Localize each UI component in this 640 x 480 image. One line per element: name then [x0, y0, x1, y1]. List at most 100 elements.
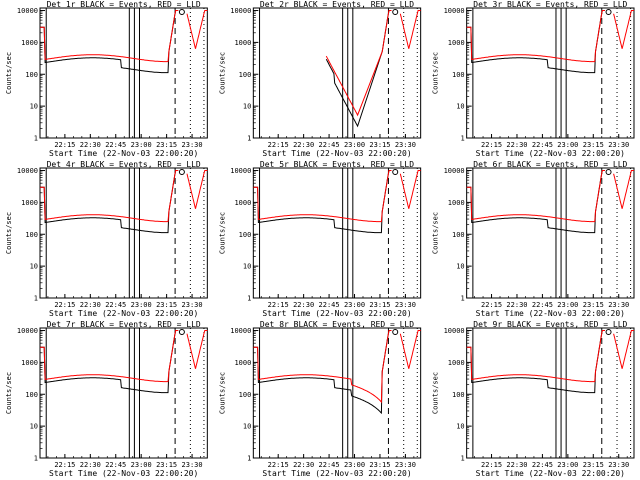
panel-9: Det 9r BLACK = Events, RED = LLD 1 10 100 10…	[432, 320, 635, 478]
x-tick-label: 23:30	[608, 141, 629, 149]
x-tick-label: 22:45	[105, 141, 126, 149]
x-tick-label: 22:30	[80, 141, 101, 149]
panel-title: Det 2r BLACK = Events, RED = LLD	[260, 0, 414, 9]
y-tick-label: 1000	[21, 39, 38, 47]
lld-curve	[40, 10, 179, 63]
y-axis-label: Counts/sec	[432, 372, 440, 414]
x-tick-label: 22:30	[506, 301, 527, 309]
y-tick-label: 1	[460, 295, 464, 303]
x-tick-label: 23:00	[131, 461, 152, 469]
panel-2: Det 2r BLACK = Events, RED = LLD 1 10 100 10…	[218, 0, 422, 158]
x-tick-label: 23:00	[131, 301, 152, 309]
panel-title: Det 5r BLACK = Events, RED = LLD	[260, 160, 414, 169]
plot-frame	[466, 7, 635, 139]
x-tick-label: 23:30	[182, 141, 203, 149]
x-tick-label: 23:15	[583, 141, 604, 149]
y-axis-label: Counts/sec	[218, 52, 226, 94]
x-tick-label: 23:15	[583, 461, 604, 469]
y-axis-label: Counts/sec	[5, 212, 13, 254]
plot-frame	[466, 167, 635, 299]
events-curve	[466, 330, 605, 394]
x-tick-label: 23:15	[369, 141, 390, 149]
x-tick-label: 23:00	[557, 461, 578, 469]
y-tick-label: 100	[25, 71, 38, 79]
x-tick-label: 23:00	[557, 301, 578, 309]
x-tick-label: 23:00	[344, 141, 365, 149]
x-axis-label: Start Time (22-Nov-03 22:00:20)	[476, 149, 625, 158]
lld-curve	[40, 170, 179, 223]
events-curve	[40, 330, 179, 394]
x-axis-label: Start Time (22-Nov-03 22:00:20)	[49, 469, 198, 478]
x-tick-label: 22:30	[80, 301, 101, 309]
x-tick-label: 22:45	[319, 461, 340, 469]
y-tick-label: 10	[456, 103, 464, 111]
x-axis-label: Start Time (22-Nov-03 22:00:20)	[262, 309, 411, 318]
x-tick-label: 22:45	[532, 461, 553, 469]
y-axis-label: Counts/sec	[218, 212, 226, 254]
y-axis-label: Counts/sec	[432, 52, 440, 94]
saturation-marker	[392, 168, 399, 175]
x-tick-label: 22:30	[506, 461, 527, 469]
y-tick-label: 10000	[230, 7, 251, 15]
saturation-marker	[178, 168, 185, 175]
panel-title: Det 3r BLACK = Events, RED = LLD	[473, 0, 627, 9]
y-tick-label: 1	[34, 295, 38, 303]
saturation-marker	[605, 168, 612, 175]
x-tick-label: 22:15	[481, 301, 502, 309]
x-tick-label: 23:15	[156, 301, 177, 309]
x-tick-label: 23:15	[583, 301, 604, 309]
y-tick-label: 10000	[444, 167, 465, 175]
y-tick-label: 10	[243, 103, 251, 111]
x-tick-label: 22:30	[293, 301, 314, 309]
lld-dip	[399, 10, 421, 49]
x-tick-label: 22:15	[54, 301, 75, 309]
panel-8: Det 8r BLACK = Events, RED = LLD 1 10 100 10…	[218, 320, 422, 478]
x-tick-label: 22:30	[80, 461, 101, 469]
x-tick-label: 23:30	[395, 301, 416, 309]
y-tick-label: 10000	[230, 167, 251, 175]
x-axis-label: Start Time (22-Nov-03 22:00:20)	[476, 309, 625, 318]
x-tick-label: 23:15	[369, 461, 390, 469]
x-tick-label: 23:30	[182, 461, 203, 469]
y-tick-label: 100	[452, 71, 465, 79]
lld-dip	[613, 170, 634, 209]
y-tick-label: 1000	[21, 199, 38, 207]
y-tick-label: 1	[247, 135, 251, 143]
y-tick-label: 100	[25, 231, 38, 239]
x-tick-label: 22:30	[293, 461, 314, 469]
lld-dip	[186, 170, 208, 209]
panel-7: Det 7r BLACK = Events, RED = LLD 1 10 100 10…	[5, 320, 208, 478]
y-tick-label: 10	[30, 263, 38, 271]
x-tick-label: 23:30	[395, 461, 416, 469]
x-tick-label: 22:45	[105, 301, 126, 309]
x-tick-label: 22:15	[268, 461, 289, 469]
saturation-marker	[392, 328, 399, 335]
y-tick-label: 10	[456, 263, 464, 271]
y-tick-label: 100	[239, 391, 252, 399]
x-axis-label: Start Time (22-Nov-03 22:00:20)	[49, 309, 198, 318]
saturation-marker	[605, 8, 612, 15]
y-tick-label: 100	[25, 391, 38, 399]
lld-dip	[613, 10, 634, 49]
y-tick-label: 10000	[230, 327, 251, 335]
events-curve	[40, 10, 179, 74]
x-tick-label: 22:15	[268, 141, 289, 149]
lld-curve	[466, 170, 605, 223]
y-tick-label: 1000	[21, 359, 38, 367]
panel-title: Det 4r BLACK = Events, RED = LLD	[47, 160, 201, 169]
x-tick-label: 23:15	[156, 141, 177, 149]
events-curve	[325, 10, 392, 128]
y-tick-label: 100	[239, 231, 252, 239]
saturation-marker	[178, 8, 185, 15]
lld-curve	[253, 170, 392, 223]
saturation-marker	[392, 8, 399, 15]
y-axis-label: Counts/sec	[5, 52, 13, 94]
y-tick-label: 10	[243, 263, 251, 271]
x-tick-label: 23:00	[131, 141, 152, 149]
lld-dip	[399, 330, 421, 369]
plot-frame	[252, 7, 422, 139]
lld-dip	[399, 170, 421, 209]
y-tick-label: 1	[34, 135, 38, 143]
y-tick-label: 100	[452, 231, 465, 239]
panel-title: Det 8r BLACK = Events, RED = LLD	[260, 320, 414, 329]
